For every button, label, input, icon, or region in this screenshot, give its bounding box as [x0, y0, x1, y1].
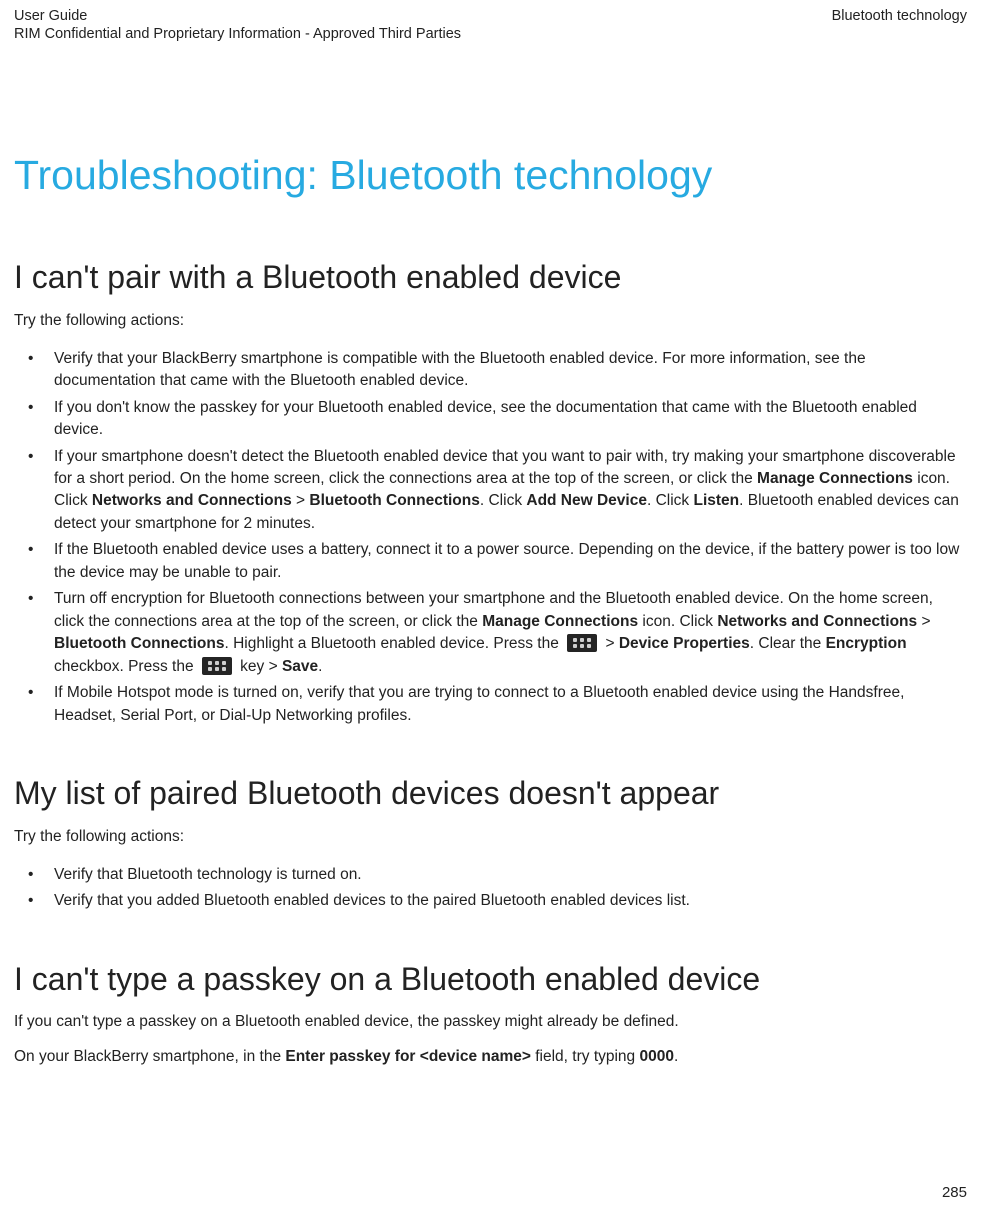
list-item: Verify that Bluetooth technology is turn… [14, 864, 967, 886]
section2-intro: Try the following actions: [14, 826, 967, 848]
list-item: If you don't know the passkey for your B… [14, 397, 967, 442]
section2-bullet-list: Verify that Bluetooth technology is turn… [14, 864, 967, 913]
list-item: Verify that your BlackBerry smartphone i… [14, 348, 967, 393]
bullet-text: . Click [647, 492, 694, 509]
bold-text: Listen [693, 492, 739, 509]
list-item: If Mobile Hotspot mode is turned on, ver… [14, 682, 967, 727]
bullet-text: If the Bluetooth enabled device uses a b… [54, 541, 959, 580]
bullet-text: . Highlight a Bluetooth enabled device. … [225, 635, 564, 652]
section1-heading: I can't pair with a Bluetooth enabled de… [14, 259, 967, 296]
page-number: 285 [942, 1184, 967, 1201]
bullet-text: . Click [480, 492, 527, 509]
bold-text: Networks and Connections [717, 613, 917, 630]
header-left-bottom: RIM Confidential and Proprietary Informa… [14, 26, 967, 42]
bold-text: Encryption [826, 635, 907, 652]
bold-text: Manage Connections [482, 613, 638, 630]
blackberry-key-icon [567, 634, 597, 652]
page-container: User Guide Bluetooth technology RIM Conf… [0, 0, 981, 1213]
bold-text: Add New Device [526, 492, 647, 509]
bold-text: 0000 [639, 1048, 673, 1065]
bold-text: Enter passkey for <device name> [285, 1048, 531, 1065]
blackberry-key-icon [202, 657, 232, 675]
bullet-text: If you don't know the passkey for your B… [54, 399, 917, 438]
list-item: Verify that you added Bluetooth enabled … [14, 890, 967, 912]
bullet-text: checkbox. Press the [54, 658, 198, 675]
bullet-text: Verify that Bluetooth technology is turn… [54, 866, 362, 883]
bold-text: Bluetooth Connections [54, 635, 225, 652]
bold-text: Manage Connections [757, 470, 913, 487]
list-item: Turn off encryption for Bluetooth connec… [14, 588, 967, 678]
header-row: User Guide Bluetooth technology [14, 8, 967, 24]
bullet-text: icon. Click [638, 613, 717, 630]
bullet-text: > [601, 635, 619, 652]
bullet-text: Verify that you added Bluetooth enabled … [54, 892, 690, 909]
bold-text: Save [282, 658, 318, 675]
section1-intro: Try the following actions: [14, 310, 967, 332]
bullet-text: . Clear the [750, 635, 826, 652]
bold-text: Networks and Connections [92, 492, 292, 509]
bullet-text: Verify that your BlackBerry smartphone i… [54, 350, 866, 389]
list-item: If the Bluetooth enabled device uses a b… [14, 539, 967, 584]
bullet-text: If Mobile Hotspot mode is turned on, ver… [54, 684, 904, 723]
body-text: field, try typing [531, 1048, 640, 1065]
bullet-text: > [292, 492, 310, 509]
body-text: . [674, 1048, 678, 1065]
page-title: Troubleshooting: Bluetooth technology [14, 152, 967, 199]
section3-p2: On your BlackBerry smartphone, in the En… [14, 1046, 967, 1068]
header-left-top: User Guide [14, 8, 87, 24]
section3-p1: If you can't type a passkey on a Bluetoo… [14, 1011, 967, 1033]
bullet-text: . [318, 658, 322, 675]
section3-heading: I can't type a passkey on a Bluetooth en… [14, 961, 967, 998]
section1-bullet-list: Verify that your BlackBerry smartphone i… [14, 348, 967, 728]
bullet-text: key > [236, 658, 282, 675]
body-text: On your BlackBerry smartphone, in the [14, 1048, 285, 1065]
section2-heading: My list of paired Bluetooth devices does… [14, 775, 967, 812]
bullet-text: > [917, 613, 930, 630]
header-right: Bluetooth technology [832, 8, 967, 24]
bold-text: Device Properties [619, 635, 750, 652]
list-item: If your smartphone doesn't detect the Bl… [14, 446, 967, 536]
bold-text: Bluetooth Connections [309, 492, 480, 509]
